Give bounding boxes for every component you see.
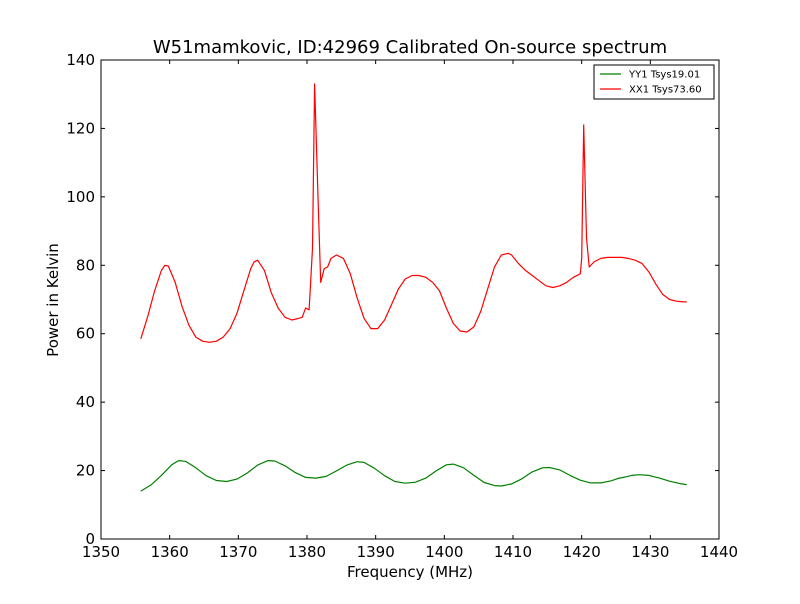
legend-label-yy1: YY1 Tsys19.01 <box>628 70 700 81</box>
plot-area-frame <box>100 59 720 540</box>
y-tick-label: 0 <box>85 530 95 548</box>
x-tick-label: 1390 <box>357 543 395 561</box>
x-axis-label: Frequency (MHz) <box>347 563 473 581</box>
y-tick-label: 100 <box>66 188 95 206</box>
y-tick-label: 140 <box>66 51 95 69</box>
x-tick-label: 1380 <box>288 543 326 561</box>
y-tick-label: 80 <box>76 256 95 274</box>
y-tick-label: 40 <box>76 393 95 411</box>
chart-legend: YY1 Tsys19.01 XX1 Tsys73.60 <box>593 64 715 100</box>
series-line-xx1 <box>140 83 687 343</box>
legend-box <box>593 64 715 100</box>
x-tick-label: 1400 <box>425 543 463 561</box>
y-tick-label: 20 <box>76 462 95 480</box>
x-tick-label: 1440 <box>700 543 738 561</box>
x-tick-label: 1410 <box>494 543 532 561</box>
x-tick-label: 1430 <box>631 543 669 561</box>
y-axis-label: Power in Kelvin <box>44 243 62 357</box>
chart-title: W51mamkovic, ID:42969 Calibrated On-sour… <box>153 37 667 58</box>
y-tick-label: 120 <box>66 119 95 137</box>
x-tick-label: 1420 <box>563 543 601 561</box>
y-tick-label: 60 <box>76 325 95 343</box>
x-tick-label: 1360 <box>151 543 189 561</box>
x-tick-label: 1350 <box>82 543 120 561</box>
x-tick-label: 1370 <box>219 543 257 561</box>
axis-ticks: 1350 1360 1370 1380 1390 1400 1410 1420 1430 1440… <box>66 51 738 561</box>
series-line-yy1 <box>140 460 687 492</box>
series-layer <box>140 83 687 492</box>
legend-label-xx1: XX1 Tsys73.60 <box>629 85 702 96</box>
